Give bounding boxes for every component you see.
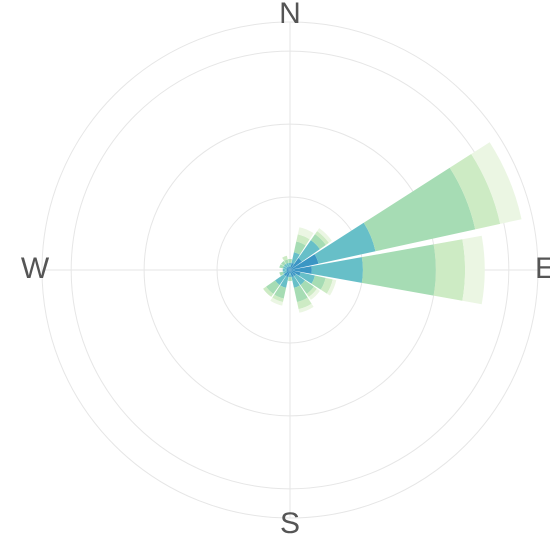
sector: [290, 270, 294, 278]
sector: [282, 268, 287, 272]
sector: [290, 254, 319, 270]
sector: [293, 285, 308, 303]
sector: [290, 262, 294, 270]
direction-labels: N E S W: [21, 0, 550, 540]
sector: [299, 272, 315, 284]
sector: [297, 227, 314, 240]
sector: [298, 240, 320, 262]
sector: [363, 167, 476, 252]
sector: [290, 258, 302, 270]
sector: [294, 274, 305, 285]
sector: [290, 270, 301, 276]
sector: [287, 267, 290, 270]
sector: [297, 297, 312, 310]
sector: [298, 303, 314, 313]
sector: [279, 264, 284, 269]
sector: [289, 266, 291, 270]
sector: [361, 244, 436, 296]
sector: [288, 259, 292, 263]
sector: [291, 252, 300, 264]
sector: [306, 286, 317, 297]
sector: [433, 239, 466, 301]
sector: [282, 270, 287, 274]
sector: [284, 270, 290, 276]
sector: [296, 234, 310, 246]
sector: [286, 270, 290, 272]
direction-label: N: [279, 0, 301, 30]
sector: [308, 288, 320, 300]
sector: [284, 264, 288, 268]
sector: [282, 255, 288, 261]
sector: [311, 257, 363, 283]
direction-label: W: [21, 252, 50, 285]
sector: [286, 268, 290, 270]
sector: [300, 280, 314, 294]
sector: [286, 262, 290, 267]
sector: [471, 142, 522, 224]
sector: [274, 285, 287, 299]
sector: [282, 266, 287, 270]
sector: [288, 273, 292, 278]
sector: [288, 266, 290, 270]
sectors: [263, 142, 522, 313]
sector: [326, 279, 337, 296]
sector: [290, 266, 312, 274]
sector: [449, 153, 501, 230]
sector: [275, 274, 286, 285]
sector: [266, 280, 280, 294]
sector: [279, 271, 284, 276]
sector: [310, 234, 326, 250]
sector: [320, 277, 333, 294]
sector: [263, 286, 274, 297]
sector: [288, 262, 292, 267]
sector: [311, 275, 326, 290]
sector: [315, 231, 329, 245]
sector: [314, 222, 376, 264]
sector: [317, 228, 332, 243]
sector: [288, 277, 292, 281]
sector: [462, 235, 485, 305]
sector: [280, 276, 289, 288]
sector: [286, 269, 290, 271]
sector: [284, 259, 289, 264]
sector: [281, 261, 286, 266]
sector: [270, 297, 283, 306]
sector: [291, 276, 300, 288]
sector: [272, 294, 284, 303]
sector: [293, 241, 306, 255]
direction-label: E: [535, 252, 550, 285]
sector: [286, 270, 290, 278]
sector: [289, 270, 291, 274]
direction-label: S: [280, 507, 300, 540]
sector: [290, 270, 296, 276]
